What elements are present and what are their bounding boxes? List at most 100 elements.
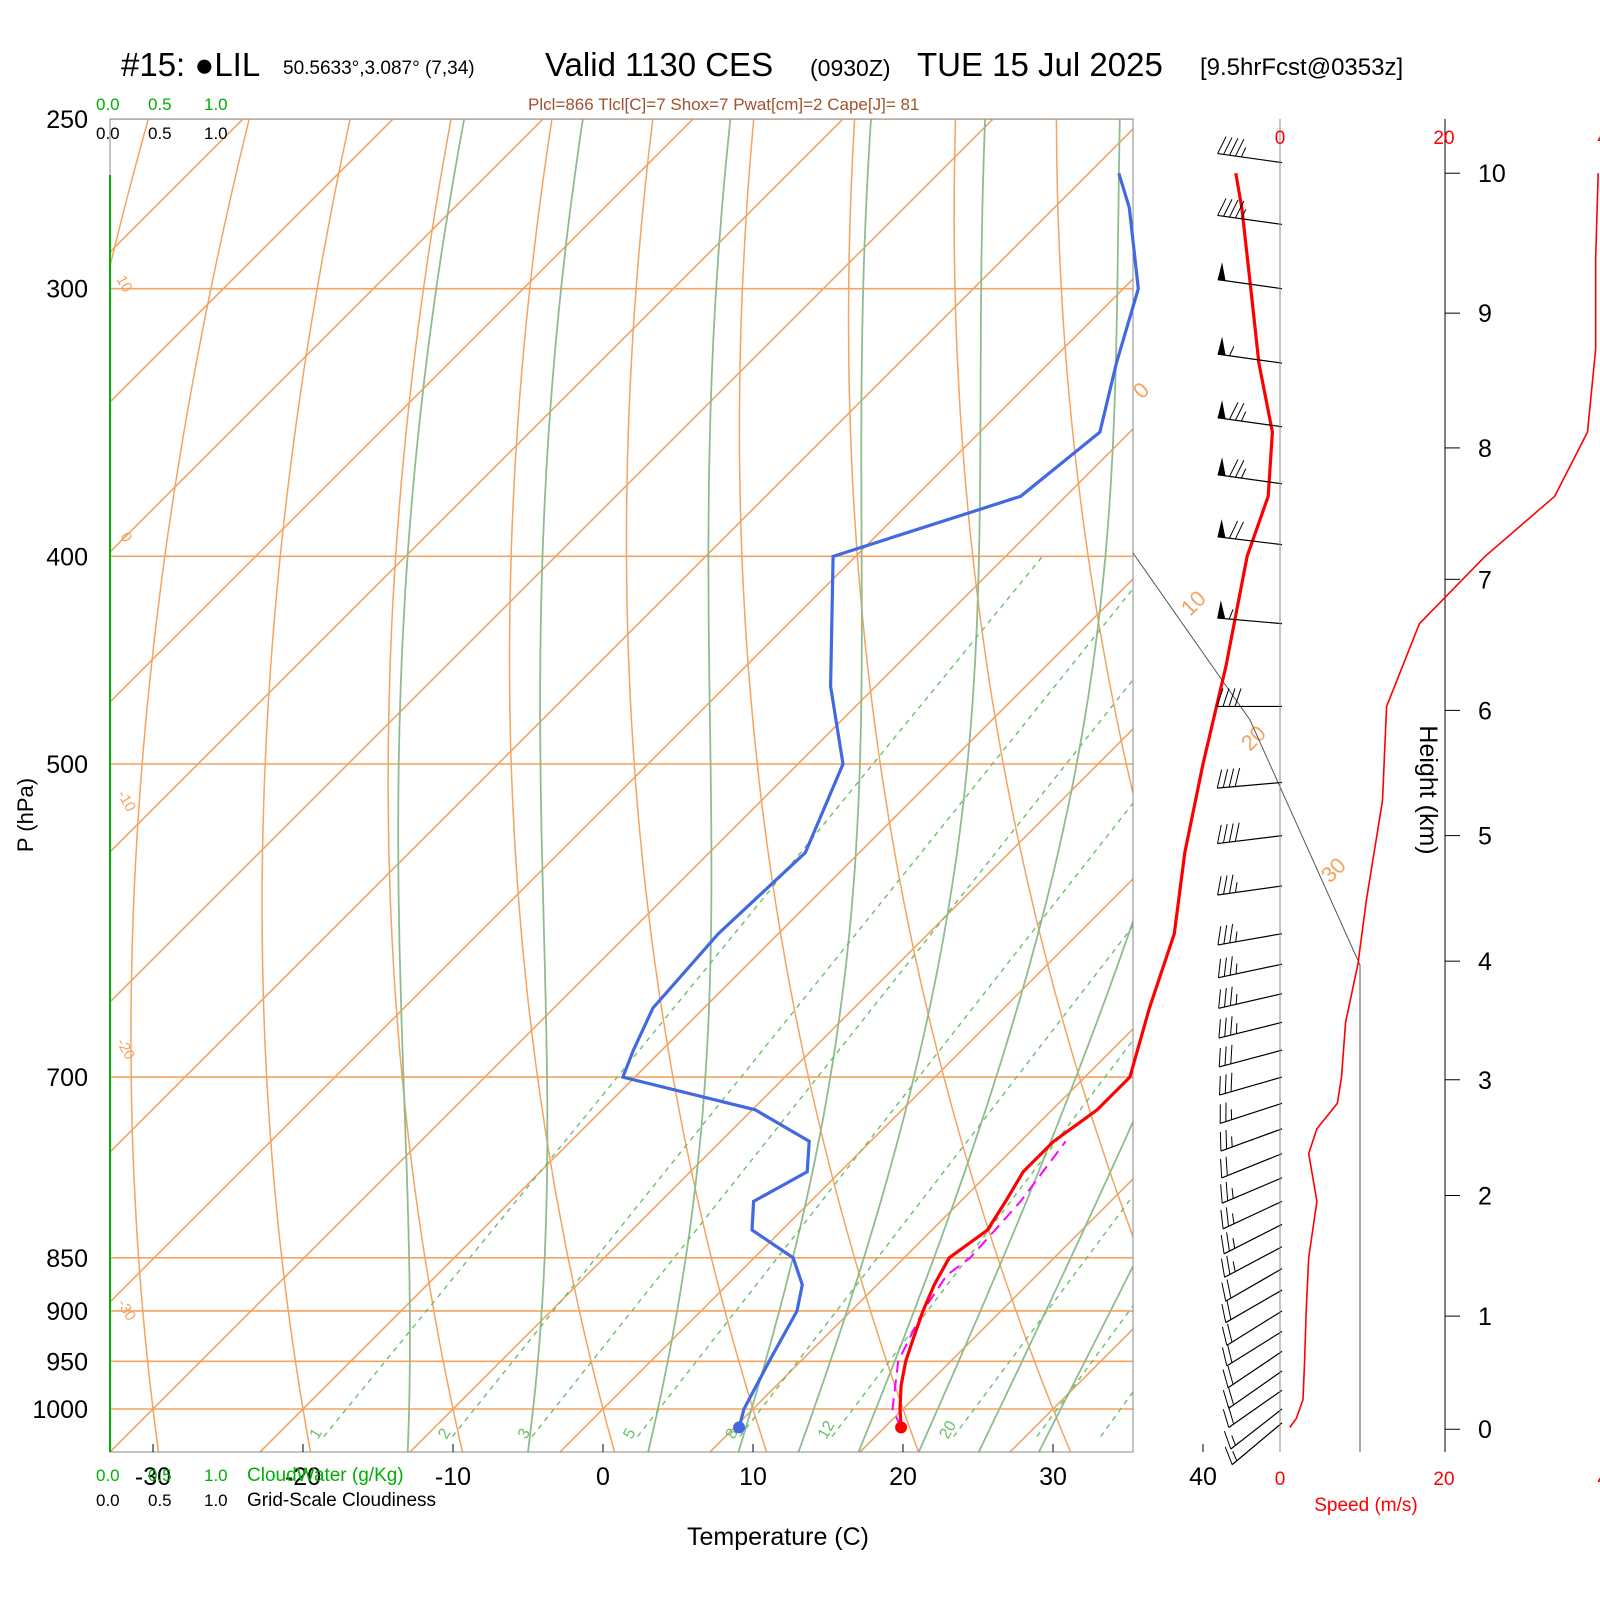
dry-adiabat: [0, 0, 21, 1498]
pressure-tick-label: 950: [46, 1348, 88, 1376]
wind-barb-staff: [1219, 1049, 1283, 1068]
cloudwater-scale-label: 1.0: [204, 1466, 228, 1485]
temperature-tick-label: 20: [889, 1463, 917, 1491]
wind-barb-feather: [1225, 1130, 1228, 1150]
isotherm-label: -20: [113, 1036, 139, 1063]
pressure-tick-label: 1000: [32, 1396, 88, 1424]
wind-barb-feather: [1226, 1232, 1230, 1252]
wind-barb: [1217, 600, 1283, 625]
wind-barb-feather: [1223, 875, 1228, 895]
wind-barb-feather: [1226, 1300, 1232, 1320]
wind-barb-half-feather: [1240, 147, 1247, 158]
height-tick-label: 5: [1478, 823, 1492, 851]
height-tick-label: 7: [1478, 566, 1492, 594]
wind-barb-feather: [1221, 1326, 1228, 1346]
moist-adiabat: [527, 119, 584, 1452]
background-grid: [0, 0, 1553, 1498]
wind-barb-staff: [1217, 781, 1283, 789]
wind-barb-staff: [1219, 1076, 1283, 1096]
pressure-axis-title: P (hPa): [13, 778, 38, 852]
wind-barb-half-feather: [1229, 346, 1235, 356]
wind-barb: [1222, 1389, 1283, 1428]
isotherm-line: [110, 127, 1133, 1154]
cloudiness-scale-label: 0.0: [96, 124, 120, 143]
stability-indices: Plcl=866 Tlcl[C]=7 Shox=7 Pwat[cm]=2 Cap…: [528, 95, 920, 114]
wind-barb-staff: [1222, 1200, 1283, 1230]
height-tick-label: 3: [1478, 1067, 1492, 1095]
wind-barb: [1219, 1072, 1283, 1096]
wind-barb: [1221, 1330, 1283, 1367]
wind-barb-feather: [1226, 1279, 1232, 1299]
wind-barb-half-feather: [1231, 1213, 1235, 1224]
temperature-tick-label: -10: [435, 1463, 471, 1491]
wind-barb-staff: [1224, 1246, 1283, 1278]
wind-barb-half-feather: [1240, 411, 1247, 422]
isotherm-label: 20: [1236, 721, 1271, 756]
isotherm-line: [110, 119, 695, 704]
isotherm-labels: -30 -20 -10 0 10 20 30 0 10: [113, 273, 1351, 1324]
cloudwater-scale-label: 0.5: [148, 95, 172, 114]
wind-barb: [1224, 1422, 1283, 1466]
wind-panel-edge: [1132, 552, 1361, 1452]
wind-barb-feather: [1216, 769, 1223, 789]
dewpoint-profile: [620, 172, 1140, 1428]
mixing-ratio-label: 20: [936, 1418, 960, 1442]
wind-barb-feather: [1217, 876, 1222, 896]
wind-barb-feather: [1223, 957, 1227, 977]
wind-barb-feather: [1223, 137, 1233, 155]
isotherm-line: [558, 877, 1133, 1452]
height-axis-title: Height (km): [1414, 725, 1442, 854]
pressure-tick-label: 700: [46, 1064, 88, 1092]
wind-barb-feather: [1223, 1430, 1232, 1450]
mixing-ratio-line: [451, 587, 1133, 1437]
isotherm-label: -10: [114, 788, 140, 815]
wind-barb-feather: [1228, 768, 1235, 788]
wind-barb-half-feather: [1235, 993, 1238, 1005]
wind-barb-feather: [1226, 1255, 1231, 1275]
isotherm-line: [110, 277, 1133, 1304]
wind-barb-half-feather: [1235, 963, 1238, 974]
isotherm-line: [858, 1177, 1133, 1452]
temperature-tick-label: -20: [285, 1463, 321, 1491]
wind-barb: [1220, 1246, 1283, 1278]
temperature-tick-label: 30: [1039, 1463, 1067, 1491]
speed-tick-label-bottom: 40: [1597, 1469, 1600, 1490]
dry-adiabat: [0, 0, 116, 1498]
station-coordinates: 50.5633°,3.087° (7,34): [283, 58, 475, 79]
wind-barb-staff: [1221, 1177, 1283, 1204]
pressure-tick-label: 850: [46, 1245, 88, 1273]
wind-barb-staff: [1225, 1268, 1283, 1302]
wind-barb: [1222, 1350, 1283, 1389]
wind-barb-half-feather: [1232, 1238, 1236, 1249]
dry-adiabat: [953, 119, 1133, 1239]
wind-barb-feather: [1229, 138, 1239, 156]
wind-barb-feather: [1235, 403, 1245, 421]
dry-adiabat: [1156, 0, 1553, 1498]
dry-adiabat: [738, 119, 920, 1452]
wind-barb-staff: [1218, 993, 1283, 1009]
wind-barb: [1218, 1044, 1283, 1068]
mixing-ratio-label: 2: [435, 1426, 454, 1442]
wind-barb-feather: [1219, 1132, 1222, 1152]
wind-barb: [1217, 874, 1283, 896]
wind-barb: [1217, 956, 1283, 979]
wind-barb-feather: [1229, 986, 1233, 1006]
wind-barb-feather: [1220, 1159, 1223, 1179]
wind-barb-feather: [1234, 688, 1242, 707]
wind-barb: [1217, 457, 1283, 485]
moist-adiabat: [397, 119, 466, 1452]
height-tick-label: 9: [1478, 300, 1492, 328]
wind-barb-staff: [1225, 1289, 1283, 1324]
isotherm-label: -30: [114, 1297, 140, 1324]
wind-barb: [1217, 519, 1283, 546]
wind-barb-staff: [1223, 1223, 1283, 1255]
wind-barb-feather: [1220, 1258, 1226, 1278]
wind-barb-staff: [1217, 536, 1283, 546]
moist-adiabat: [857, 119, 1121, 1452]
mixing-ratio-line: [831, 1039, 1133, 1437]
speed-tick-label-top: 20: [1433, 128, 1454, 149]
wind-barb-flag: [1217, 262, 1226, 281]
wind-barb-staff: [1231, 1422, 1283, 1466]
wind-barb-staff: [1218, 1021, 1283, 1039]
